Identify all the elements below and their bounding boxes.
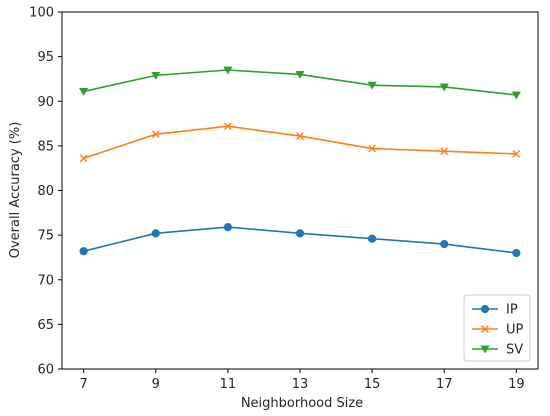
y-tick-label: 95 xyxy=(37,50,54,65)
data-point-sv xyxy=(223,66,233,75)
x-tick-label: 19 xyxy=(508,377,525,392)
series-line-up xyxy=(83,125,517,160)
legend-marker-sv xyxy=(480,345,490,354)
data-point-up xyxy=(440,147,449,156)
legend-label-ip: IP xyxy=(506,303,518,318)
data-point-up xyxy=(151,130,160,139)
data-point-sv xyxy=(151,71,161,80)
data-point-ip xyxy=(151,229,160,238)
data-point-up xyxy=(223,122,232,131)
data-point-sv xyxy=(511,91,522,100)
data-point-sv xyxy=(367,81,377,90)
data-point-up xyxy=(512,150,521,158)
data-point-ip xyxy=(79,247,88,256)
data-point-ip xyxy=(223,222,232,232)
x-tick-label: 7 xyxy=(79,377,87,392)
x-tick-label: 15 xyxy=(364,377,381,392)
legend-label-up: UP xyxy=(506,323,524,338)
y-tick-label: 70 xyxy=(37,273,54,288)
legend-marker-ip xyxy=(480,304,490,314)
y-tick-label: 80 xyxy=(37,184,54,199)
x-tick-label: 9 xyxy=(152,377,160,392)
data-point-ip xyxy=(295,229,305,238)
data-point-up xyxy=(368,144,377,153)
legend-box xyxy=(463,294,531,362)
y-tick-label: 90 xyxy=(37,95,54,110)
data-point-sv xyxy=(78,88,89,96)
data-point-sv xyxy=(439,83,449,92)
data-point-up xyxy=(296,132,304,140)
y-tick-label: 85 xyxy=(37,139,54,154)
data-point-ip xyxy=(440,239,449,249)
legend-label-sv: SV xyxy=(506,343,523,358)
data-point-ip xyxy=(512,248,521,258)
data-point-up xyxy=(79,154,88,163)
plot-layer: 60 65 70 75 80 85 90 95 100 7 9 11 13 15 17 19 IP UP SV xyxy=(29,6,539,392)
y-axis-label: Overall Accuracy (%) xyxy=(8,122,23,259)
x-axis-label: Neighborhood Size xyxy=(241,396,363,411)
y-tick-label: 100 xyxy=(29,6,54,21)
y-tick-label: 75 xyxy=(37,229,54,244)
data-point-ip xyxy=(368,234,377,243)
data-point-sv xyxy=(295,71,305,79)
x-tick-label: 13 xyxy=(292,377,309,392)
y-tick-label: 60 xyxy=(37,363,54,378)
x-tick-label: 17 xyxy=(436,377,453,392)
x-tick-label: 11 xyxy=(220,377,237,392)
legend-marker-up xyxy=(481,325,489,333)
y-tick-label: 65 xyxy=(37,318,54,333)
